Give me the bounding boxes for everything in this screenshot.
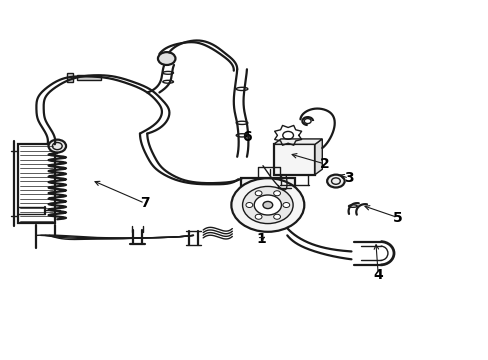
Circle shape — [158, 52, 175, 65]
Circle shape — [273, 214, 280, 219]
Circle shape — [263, 202, 272, 208]
Text: 7: 7 — [140, 196, 149, 210]
Circle shape — [245, 203, 252, 207]
Text: 4: 4 — [372, 268, 382, 282]
Polygon shape — [273, 139, 322, 144]
Circle shape — [254, 195, 281, 215]
Circle shape — [326, 175, 344, 188]
Text: 6: 6 — [242, 130, 251, 144]
Circle shape — [48, 140, 66, 153]
Text: 2: 2 — [319, 157, 329, 171]
Bar — [273, 144, 314, 175]
Circle shape — [255, 191, 262, 196]
Text: 5: 5 — [392, 211, 402, 225]
Text: 3: 3 — [344, 171, 353, 185]
Circle shape — [273, 191, 280, 196]
Circle shape — [242, 186, 292, 224]
Circle shape — [283, 203, 289, 207]
Polygon shape — [314, 139, 322, 175]
Circle shape — [231, 178, 304, 232]
Bar — [77, 75, 101, 80]
Bar — [67, 73, 73, 82]
Bar — [19, 144, 55, 223]
Bar — [241, 178, 294, 214]
Circle shape — [255, 214, 262, 219]
Text: 1: 1 — [256, 232, 266, 246]
